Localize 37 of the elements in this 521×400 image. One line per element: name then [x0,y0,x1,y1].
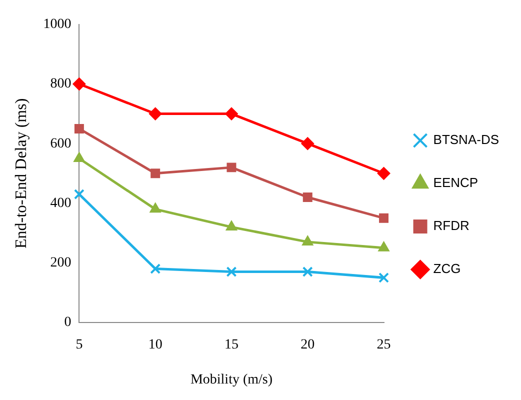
y-tick-label: 800 [50,76,72,92]
point [74,189,84,200]
point [302,266,313,277]
legend-label: EENCP [433,175,478,190]
point [377,166,390,180]
point [72,78,86,90]
point [379,213,389,223]
point [378,241,390,252]
point [226,266,237,277]
legend-label: ZCG [433,261,461,276]
point [226,220,238,231]
point [74,152,85,162]
point [302,235,314,246]
y-tick-label: 200 [50,255,72,270]
y-tick-label: 400 [50,196,72,211]
y-tick-label: 0 [64,315,72,330]
point [150,168,160,178]
legend-label: BTSNA-DS [433,132,500,148]
point [148,107,162,120]
x-tick-label: 20 [300,337,315,352]
point [301,137,314,150]
point [74,124,84,134]
x-axis-title: Mobility (m/s) [190,372,273,388]
x-tick-label: 10 [148,337,162,352]
point [150,264,161,274]
point [226,162,236,172]
point [150,202,162,213]
x-tick-label: 5 [76,337,83,352]
y-tick-label: 1000 [43,17,72,32]
y-tick-label: 600 [50,136,72,152]
point [224,107,238,120]
legend-label: RFDR [433,218,470,234]
y-axis-title: End-to-End Delay (ms) [12,98,30,248]
point [378,272,390,283]
x-tick-label: 25 [376,337,391,352]
x-tick-label: 15 [224,337,238,352]
point [302,192,312,202]
